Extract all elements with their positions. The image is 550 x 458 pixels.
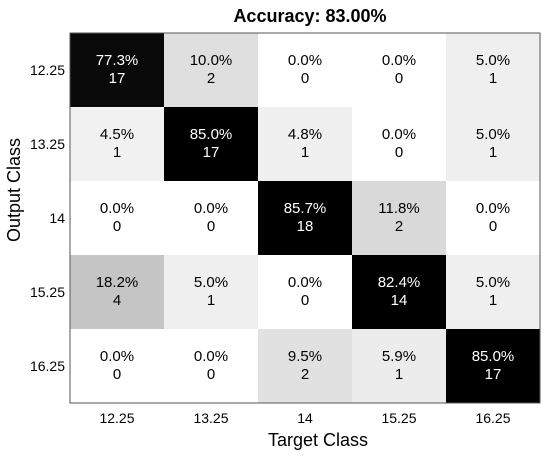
cell-count-label: 1 xyxy=(113,144,121,161)
cell-percentage-label: 10.0% xyxy=(190,52,233,69)
cell-count-label: 0 xyxy=(301,292,309,309)
plot-frame xyxy=(69,32,541,404)
cell-percentage-label: 0.0% xyxy=(194,200,228,217)
cell-count-label: 2 xyxy=(301,366,309,383)
cell-count-label: 1 xyxy=(395,366,403,383)
cell-percentage-label: 5.0% xyxy=(476,274,510,291)
x-tick-label: 12.25 xyxy=(99,410,134,426)
cell-count-label: 0 xyxy=(113,218,121,235)
cell-percentage-label: 5.0% xyxy=(476,126,510,143)
heatmap-cell xyxy=(258,255,352,329)
cell-percentage-label: 85.0% xyxy=(472,348,515,365)
heatmap-cell xyxy=(352,181,446,255)
cell-percentage-label: 5.0% xyxy=(476,52,510,69)
heatmap-cell xyxy=(70,329,164,403)
heatmap-cell xyxy=(446,107,540,181)
cell-count-label: 1 xyxy=(489,292,497,309)
cell-percentage-label: 77.3% xyxy=(96,52,139,69)
cell-percentage-label: 0.0% xyxy=(100,348,134,365)
y-tick-labels: 12.25 13.25 14 15.25 16.25 xyxy=(30,62,65,374)
heatmap-cell xyxy=(352,329,446,403)
cell-count-label: 1 xyxy=(301,144,309,161)
x-tick-label: 15.25 xyxy=(381,410,416,426)
cell-count-label: 0 xyxy=(395,70,403,87)
cell-percentage-label: 82.4% xyxy=(378,274,421,291)
cell-percentage-label: 4.5% xyxy=(100,126,134,143)
cell-count-label: 17 xyxy=(485,366,502,383)
cell-count-label: 0 xyxy=(113,366,121,383)
cell-percentage-label: 9.5% xyxy=(288,348,322,365)
cell-percentage-label: 5.0% xyxy=(194,274,228,291)
chart-title: Accuracy: 83.00% xyxy=(233,6,386,26)
heatmap-cell xyxy=(446,181,540,255)
heatmap-cell xyxy=(70,33,164,107)
cell-count-label: 18 xyxy=(297,218,314,235)
cell-percentage-label: 5.9% xyxy=(382,348,416,365)
heatmap-cell xyxy=(70,255,164,329)
heatmap-cell xyxy=(164,255,258,329)
heatmap-cell xyxy=(258,329,352,403)
cell-count-label: 0 xyxy=(207,366,215,383)
y-axis-label: Output Class xyxy=(4,138,24,242)
cell-percentage-label: 85.7% xyxy=(284,200,327,217)
heatmap-cell xyxy=(446,33,540,107)
heatmap-cell xyxy=(164,329,258,403)
cell-percentage-label: 11.8% xyxy=(378,200,419,217)
cell-count-label: 0 xyxy=(207,218,215,235)
cell-count-label: 1 xyxy=(489,144,497,161)
heatmap-cell xyxy=(258,181,352,255)
heatmap-cell xyxy=(258,107,352,181)
cell-count-label: 2 xyxy=(207,70,215,87)
cell-percentage-label: 0.0% xyxy=(288,52,322,69)
heatmap-cell xyxy=(164,33,258,107)
cell-count-label: 1 xyxy=(207,292,215,309)
heatmap-cell xyxy=(70,107,164,181)
heatmap-cells: 77.3%1710.0%20.0%00.0%05.0%14.5%185.0%17… xyxy=(70,33,540,403)
y-tick-label: 15.25 xyxy=(30,284,65,300)
heatmap-cell xyxy=(164,181,258,255)
cell-count-label: 2 xyxy=(395,218,403,235)
heatmap-cell xyxy=(352,255,446,329)
heatmap-cell xyxy=(446,255,540,329)
cell-percentage-label: 0.0% xyxy=(382,126,416,143)
heatmap-cell xyxy=(352,107,446,181)
x-tick-labels: 12.25 13.25 14 15.25 16.25 xyxy=(99,410,510,426)
cell-percentage-label: 18.2% xyxy=(96,274,139,291)
heatmap-cell xyxy=(164,107,258,181)
x-tick-label: 16.25 xyxy=(475,410,510,426)
cell-percentage-label: 0.0% xyxy=(100,200,134,217)
cell-count-label: 0 xyxy=(489,218,497,235)
cell-count-label: 0 xyxy=(301,70,309,87)
y-tick-label: 13.25 xyxy=(30,136,65,152)
heatmap-cell xyxy=(352,33,446,107)
cell-percentage-label: 0.0% xyxy=(476,200,510,217)
x-tick-label: 14 xyxy=(297,410,313,426)
cell-percentage-label: 0.0% xyxy=(288,274,322,291)
heatmap-cell xyxy=(258,33,352,107)
y-tick-label: 12.25 xyxy=(30,62,65,78)
cell-count-label: 4 xyxy=(113,292,121,309)
cell-count-label: 1 xyxy=(489,70,497,87)
x-axis-label: Target Class xyxy=(268,430,368,450)
x-tick-label: 13.25 xyxy=(193,410,228,426)
cell-count-label: 0 xyxy=(395,144,403,161)
cell-percentage-label: 0.0% xyxy=(194,348,228,365)
cell-percentage-label: 85.0% xyxy=(190,126,233,143)
y-tick-label: 16.25 xyxy=(30,358,65,374)
heatmap-cell xyxy=(70,181,164,255)
cell-count-label: 17 xyxy=(109,70,126,87)
cell-percentage-label: 0.0% xyxy=(382,52,416,69)
y-tick-label: 14 xyxy=(49,210,65,226)
cell-percentage-label: 4.8% xyxy=(288,126,322,143)
heatmap-cell xyxy=(446,329,540,403)
cell-count-label: 17 xyxy=(203,144,220,161)
cell-count-label: 14 xyxy=(391,292,408,309)
